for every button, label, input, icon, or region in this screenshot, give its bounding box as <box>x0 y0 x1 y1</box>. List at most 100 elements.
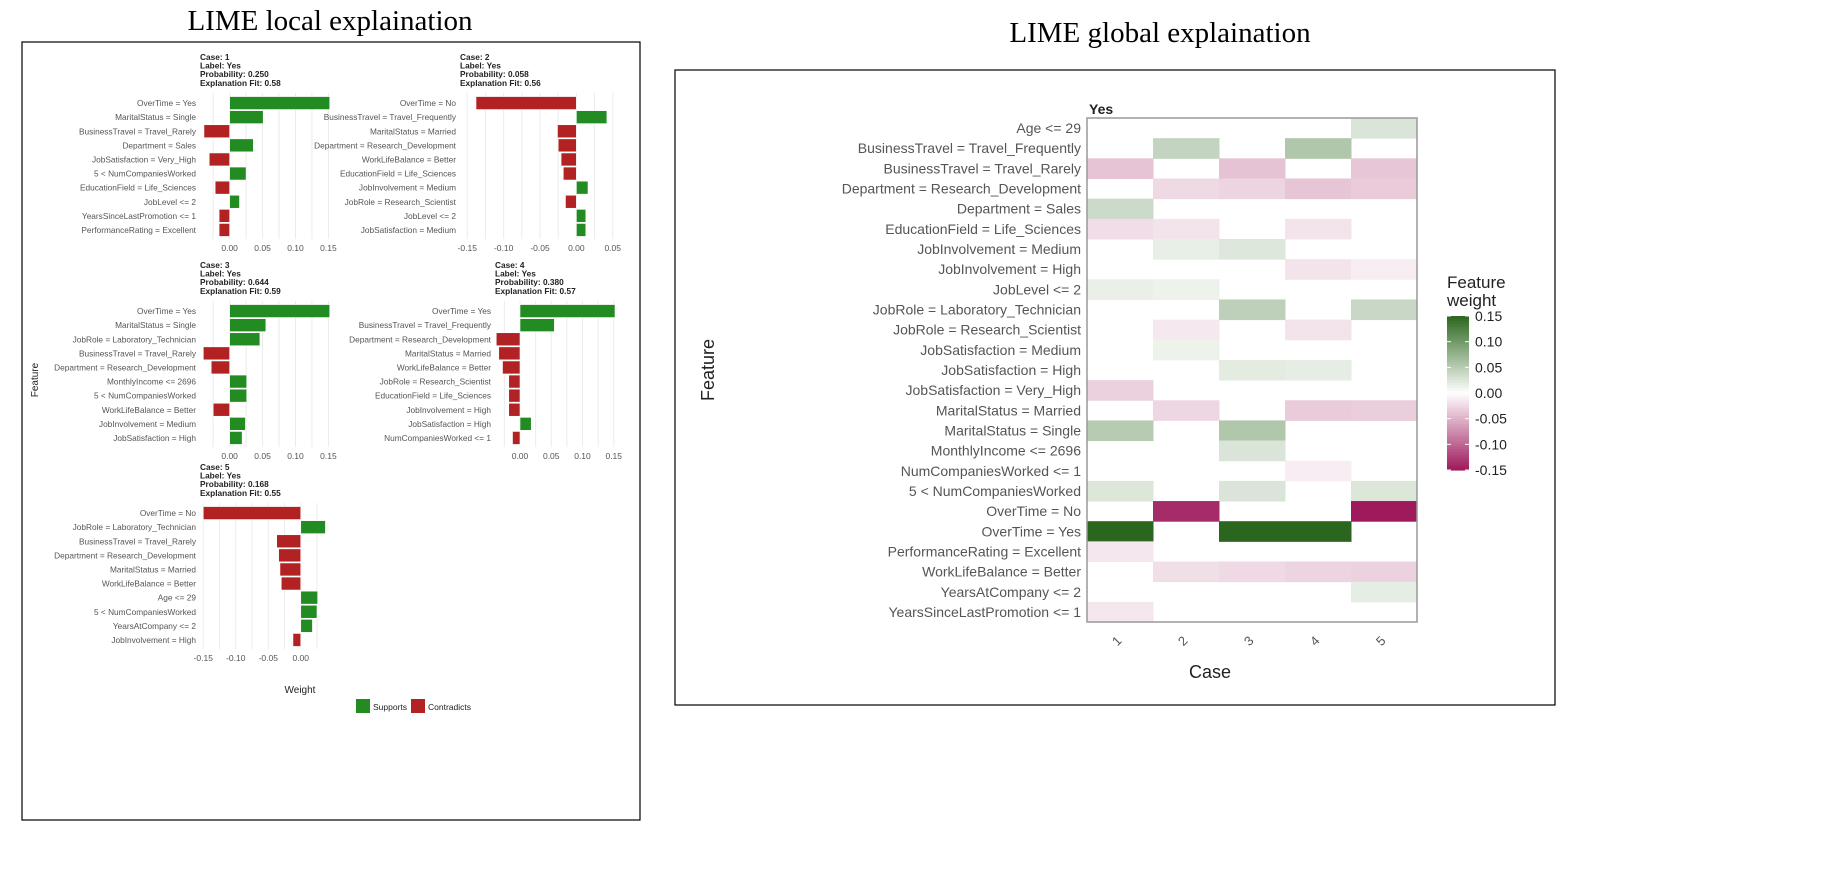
x-tick-label: 0.00 <box>512 451 529 461</box>
facet-header-line: Case: 5 <box>200 462 230 472</box>
colorbar-segment <box>1447 318 1469 322</box>
feature-label: 5 < NumCompaniesWorked <box>94 391 196 401</box>
x-tick-label: 0.00 <box>221 451 238 461</box>
colorbar-segment <box>1447 418 1469 422</box>
heatmap-cell <box>1087 480 1154 502</box>
colorbar-segment <box>1447 377 1469 381</box>
x-tick-label: 0.15 <box>605 451 622 461</box>
bar-contradicts <box>278 548 302 563</box>
heatmap: Age <= 29 BusinessTravel = Travel_Frequen… <box>842 101 1418 649</box>
facet-header-line: Probability: 0.380 <box>495 277 564 287</box>
bar-contradicts <box>212 402 230 417</box>
colorbar-segment <box>1447 346 1469 350</box>
heatmap-cell <box>1285 400 1352 421</box>
feature-label: OverTime = Yes <box>137 98 196 108</box>
feature-label: MaritalStatus = Married <box>370 126 456 136</box>
colorbar-tick-label: -0.10 <box>1475 436 1507 452</box>
feature-label: JobInvolvement = Medium <box>99 419 196 429</box>
bar-supports <box>229 96 331 110</box>
feature-label: YearsSinceLastPromotion <= 1 <box>82 211 196 221</box>
bar-supports <box>229 110 264 124</box>
colorbar-segment <box>1447 405 1469 409</box>
heatmap-cell <box>1351 400 1418 421</box>
bar-contradicts <box>203 124 230 139</box>
legend-title: weight <box>1446 291 1496 310</box>
x-tick-label: 0.00 <box>221 243 238 253</box>
colorbar-segment <box>1447 398 1469 402</box>
feature-label: BusinessTravel = Travel_Rarely <box>79 126 197 136</box>
colorbar-segment <box>1447 428 1469 433</box>
bar-contradicts <box>202 346 230 361</box>
colorbar-segment <box>1447 421 1469 425</box>
x-tick-label: 0.10 <box>574 451 591 461</box>
colorbar-segment <box>1447 336 1469 340</box>
heatmap-cell <box>1351 561 1418 583</box>
colorbar-segment <box>1447 354 1469 358</box>
heatmap-cell <box>1153 138 1220 159</box>
facet-header-line: Label: Yes <box>495 269 536 279</box>
bar-contradicts <box>495 332 521 347</box>
heatmap-cell <box>1285 178 1352 200</box>
heatmap-row-label: Department = Research_Development <box>842 181 1081 197</box>
x-tick-label: 2 <box>1175 633 1191 649</box>
legend-label-contradicts: Contradicts <box>428 702 471 712</box>
feature-label: WorkLifeBalance = Better <box>362 154 456 164</box>
colorbar-tick-label: 0.15 <box>1475 308 1502 324</box>
bar-supports <box>229 388 248 403</box>
bar-contradicts <box>508 388 521 403</box>
feature-label: OverTime = No <box>140 508 197 518</box>
heatmap-row-label: YearsSinceLastPromotion <= 1 <box>889 604 1082 620</box>
heatmap-cell <box>1153 218 1220 240</box>
heatmap-cell <box>1153 339 1220 361</box>
heatmap-cell <box>1219 299 1286 321</box>
feature-label: BusinessTravel = Travel_Frequently <box>324 112 457 122</box>
colorbar-segment <box>1447 436 1469 440</box>
bar-supports <box>300 520 326 534</box>
colorbar-segment <box>1447 413 1469 417</box>
feature-label: JobInvolvement = Medium <box>359 183 456 193</box>
colorbar-segment <box>1447 367 1469 371</box>
bar-contradicts <box>508 402 521 417</box>
heatmap-cell <box>1219 561 1286 583</box>
colorbar-segment <box>1447 441 1469 445</box>
legend-title: Feature <box>1447 273 1506 292</box>
colorbar-segment <box>1447 382 1469 386</box>
colorbar-segment <box>1447 385 1469 389</box>
facet-header-line: Label: Yes <box>200 61 241 71</box>
colorbar-segment <box>1447 362 1469 366</box>
legend-label-supports: Supports <box>373 702 407 712</box>
x-tick-label: -0.10 <box>226 653 246 663</box>
bar-contradicts <box>280 576 302 591</box>
bar-supports <box>229 138 254 153</box>
heatmap-border <box>1086 117 1418 623</box>
feature-label: JobSatisfaction = Medium <box>361 225 456 235</box>
feature-label: JobRole = Research_Scientist <box>345 197 457 207</box>
colorbar-segment <box>1447 349 1469 353</box>
heatmap-cell <box>1219 238 1286 260</box>
heatmap-row-label: JobInvolvement = High <box>938 261 1081 277</box>
heatmap-cell <box>1087 279 1154 300</box>
bar-contradicts <box>279 562 302 577</box>
bar-supports <box>229 431 243 445</box>
x-tick-label: 0.15 <box>320 451 337 461</box>
bar-supports <box>229 374 248 389</box>
colorbar-segment <box>1447 400 1469 404</box>
feature-label: JobRole = Research_Scientist <box>380 377 492 387</box>
heatmap-cell <box>1351 501 1418 522</box>
colorbar-segment <box>1447 416 1469 420</box>
bar-contradicts <box>502 360 521 375</box>
heatmap-cell <box>1285 138 1352 159</box>
x-axis-label: Weight <box>285 685 316 696</box>
x-tick-label: -0.15 <box>458 243 478 253</box>
local-panel-frame <box>21 41 641 821</box>
heatmap-cell <box>1219 480 1286 502</box>
colorbar-tick-label: -0.05 <box>1475 411 1507 427</box>
colorbar-segment <box>1447 426 1469 430</box>
heatmap-row-label: PerformanceRating = Excellent <box>888 543 1081 559</box>
x-tick-label: -0.10 <box>494 243 514 253</box>
colorbar-segment <box>1447 449 1469 453</box>
heatmap-row-label: MonthlyIncome <= 2696 <box>931 443 1081 459</box>
colorbar-segment <box>1447 339 1469 343</box>
heatmap-cell <box>1285 319 1352 341</box>
